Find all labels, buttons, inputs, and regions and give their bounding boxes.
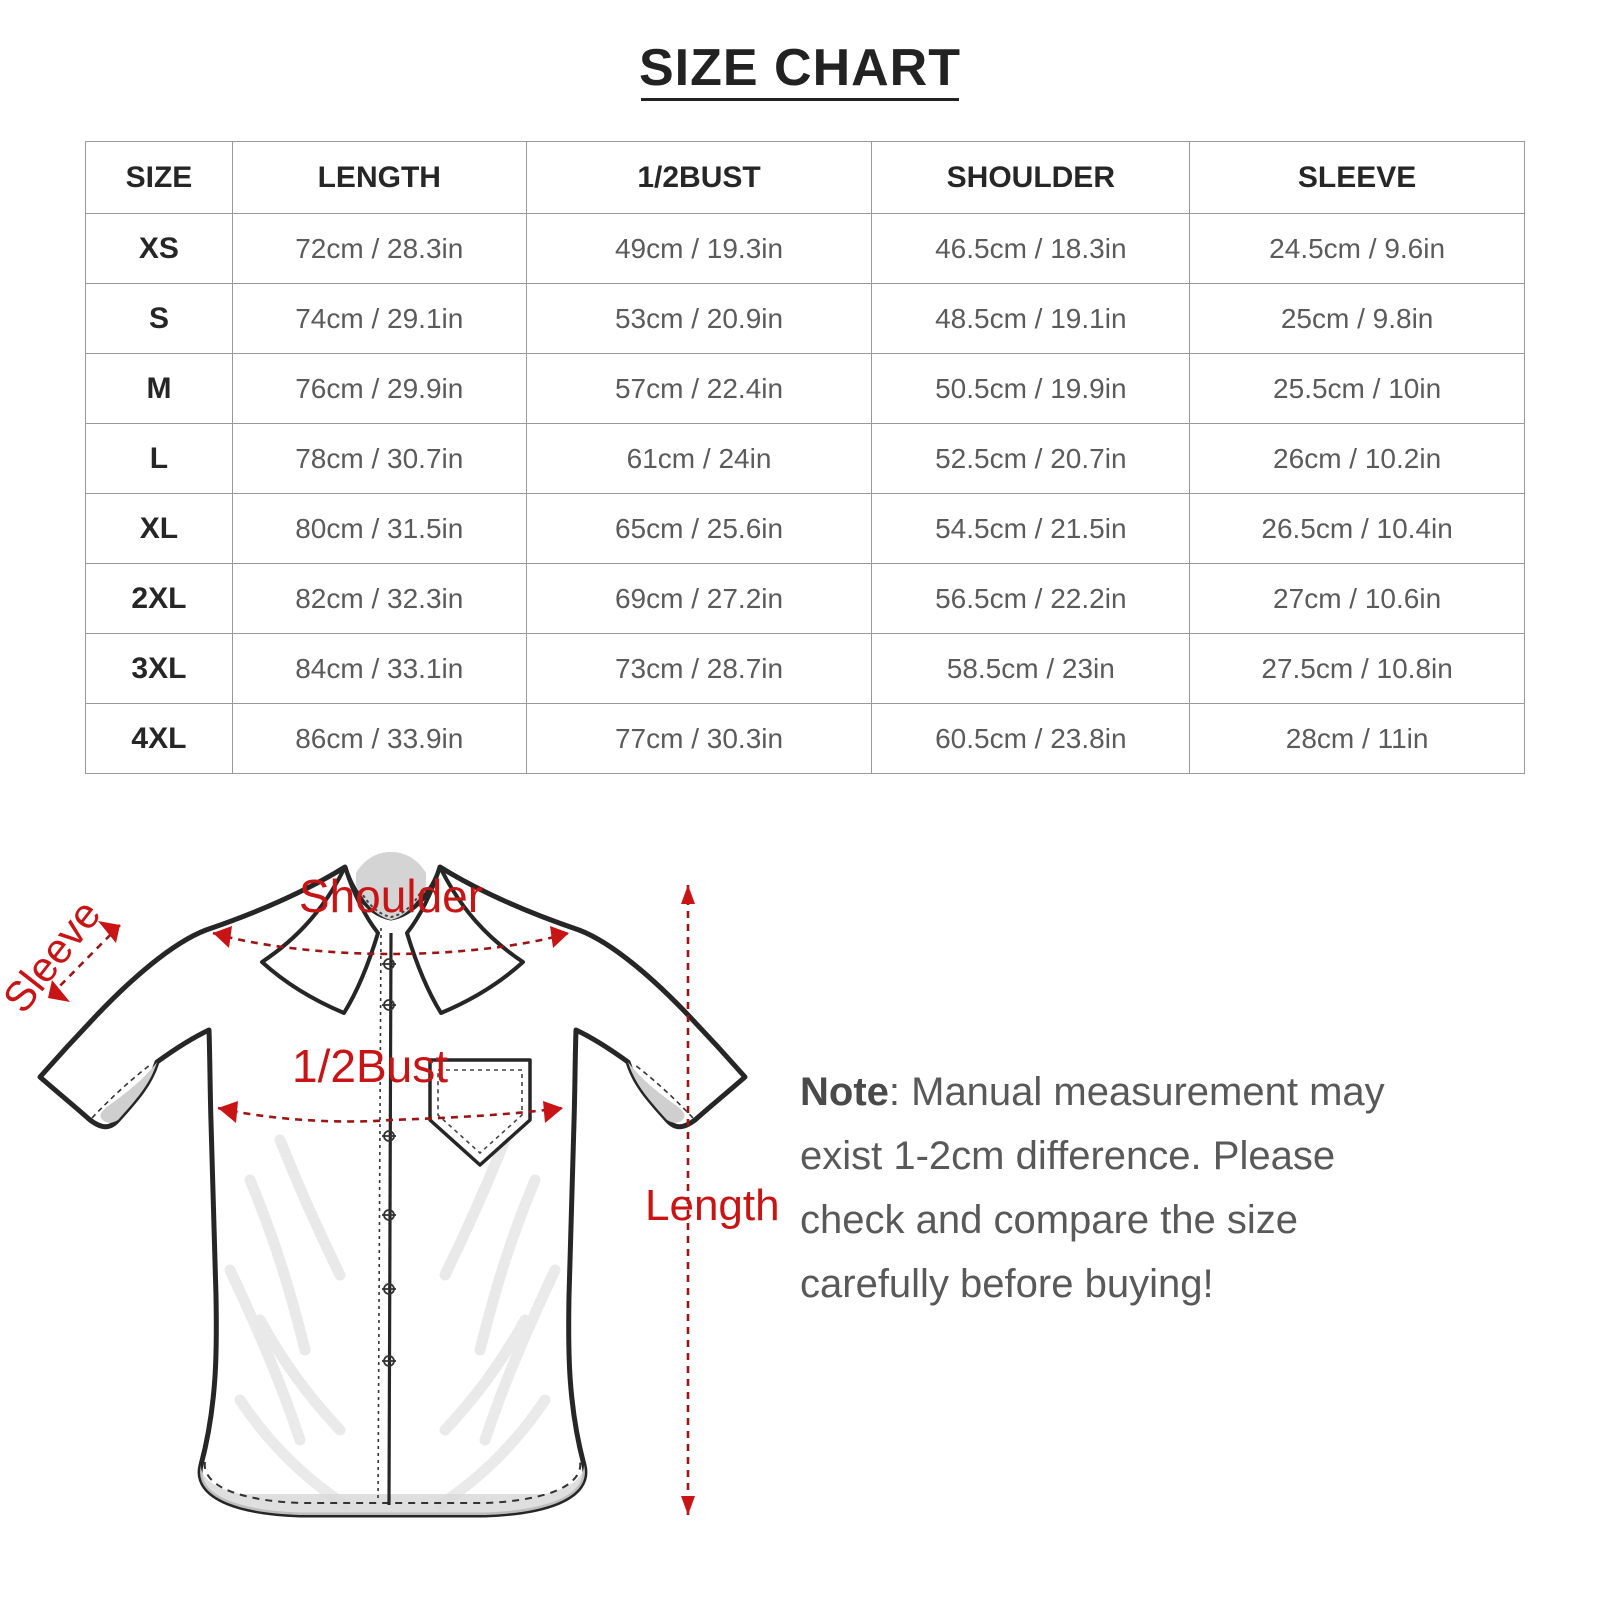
svg-text:Length: Length: [645, 1181, 780, 1230]
svg-text:Sleeve: Sleeve: [0, 891, 110, 1021]
svg-text:1/2Bust: 1/2Bust: [292, 1040, 448, 1092]
svg-text:Shoulder: Shoulder: [299, 870, 483, 922]
